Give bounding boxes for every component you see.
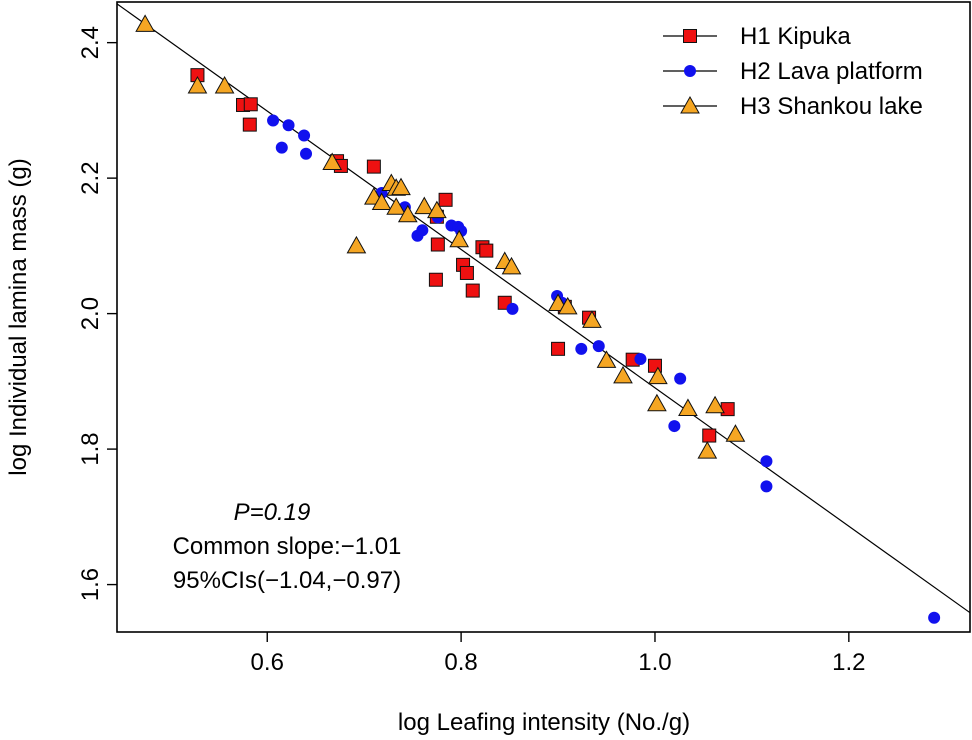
data-point-h1-kipuka — [438, 192, 453, 207]
data-point-h3-shankou-lake — [397, 204, 418, 223]
confidence-interval-annotation: 95%CIs(−1.04,−0.97) — [173, 567, 401, 594]
data-point-h3-shankou-lake — [705, 395, 725, 414]
data-point-h1-kipuka — [366, 159, 381, 174]
data-point-h2-lava-platform — [674, 372, 687, 385]
data-point-h1-kipuka — [430, 237, 445, 252]
data-point-h1-kipuka — [465, 283, 480, 298]
x-axis-label: log Leafing intensity (No./g) — [398, 709, 690, 736]
x-tick-label: 0.8 — [444, 649, 477, 676]
legend-marker-h3-shankou-lake — [680, 95, 700, 114]
data-point-h3-shankou-lake — [414, 196, 435, 215]
y-axis-label: log Individual lamina mass (g) — [5, 158, 32, 475]
x-tick-label: 0.6 — [251, 649, 284, 676]
data-point-h3-shankou-lake — [697, 441, 718, 459]
y-axis: 1.6 1.8 2.0 2.2 2.4 — [77, 26, 117, 601]
data-points — [135, 14, 941, 624]
data-point-h2-lava-platform — [668, 420, 681, 433]
data-point-h3-shankou-lake — [596, 350, 617, 368]
data-point-h3-shankou-lake — [391, 177, 411, 196]
data-point-h1-kipuka — [551, 341, 566, 356]
data-point-h3-shankou-lake — [322, 152, 343, 171]
data-point-h3-shankou-lake — [501, 256, 522, 275]
data-point-h2-lava-platform — [760, 480, 773, 493]
legend-label: H3 Shankou lake — [740, 93, 923, 120]
fit-line — [117, 3, 970, 614]
data-point-h3-shankou-lake — [346, 235, 367, 254]
data-point-h3-shankou-lake — [187, 75, 208, 94]
data-point-h3-shankou-lake — [725, 424, 746, 442]
data-point-h1-kipuka — [243, 97, 258, 112]
common-slope-annotation: Common slope:−1.01 — [173, 533, 402, 560]
data-point-h2-lava-platform — [592, 340, 605, 353]
data-point-h3-shankou-lake — [449, 229, 470, 248]
y-tick-label: 2.4 — [77, 26, 104, 59]
data-point-h2-lava-platform — [928, 611, 941, 624]
x-tick-label: 1.0 — [638, 649, 671, 676]
data-point-h3-shankou-lake — [371, 192, 392, 211]
y-tick-label: 2.2 — [77, 161, 104, 194]
data-point-h3-shankou-lake — [678, 398, 698, 416]
data-point-h1-kipuka — [479, 243, 494, 258]
data-point-h3-shankou-lake — [613, 365, 633, 384]
data-point-h2-lava-platform — [506, 302, 519, 315]
y-tick-label: 1.6 — [77, 568, 104, 601]
legend-marker-h2-lava-platform — [684, 65, 696, 77]
data-point-h2-lava-platform — [300, 147, 313, 160]
data-point-h1-kipuka — [720, 402, 735, 417]
data-point-h3-shankou-lake — [427, 200, 447, 219]
plot-frame — [116, 1, 971, 633]
data-point-h3-shankou-lake — [557, 296, 578, 315]
data-point-h2-lava-platform — [275, 141, 288, 154]
data-point-h3-shankou-lake — [386, 197, 407, 215]
p-value-annotation: P=0.19 — [234, 499, 311, 526]
y-tick-label: 1.8 — [77, 432, 104, 465]
data-point-h3-shankou-lake — [135, 14, 155, 32]
data-point-h3-shankou-lake — [647, 393, 667, 412]
data-point-h3-shankou-lake — [214, 75, 235, 94]
data-point-h2-lava-platform — [298, 129, 311, 142]
data-point-h3-shankou-lake — [648, 366, 668, 385]
x-axis: 0.6 0.8 1.0 1.2 — [251, 632, 866, 676]
data-point-h1-kipuka — [459, 265, 474, 280]
data-point-h2-lava-platform — [267, 114, 280, 127]
data-point-h2-lava-platform — [416, 224, 429, 237]
data-point-h1-kipuka — [702, 428, 717, 443]
data-point-h2-lava-platform — [760, 455, 773, 468]
legend: H1 Kipuka H2 Lava platform H3 Shankou lake — [663, 23, 923, 120]
legend-marker-h1-kipuka — [683, 29, 697, 43]
data-point-h2-lava-platform — [282, 119, 295, 132]
data-point-h3-shankou-lake — [582, 310, 602, 328]
data-point-h1-kipuka — [428, 272, 443, 287]
x-tick-label: 1.2 — [832, 649, 865, 676]
y-tick-label: 2.0 — [77, 297, 104, 330]
data-point-h2-lava-platform — [634, 353, 647, 365]
legend-label: H2 Lava platform — [740, 58, 923, 85]
legend-label: H1 Kipuka — [740, 23, 851, 50]
data-point-h1-kipuka — [242, 117, 257, 132]
data-point-h2-lava-platform — [575, 342, 588, 355]
